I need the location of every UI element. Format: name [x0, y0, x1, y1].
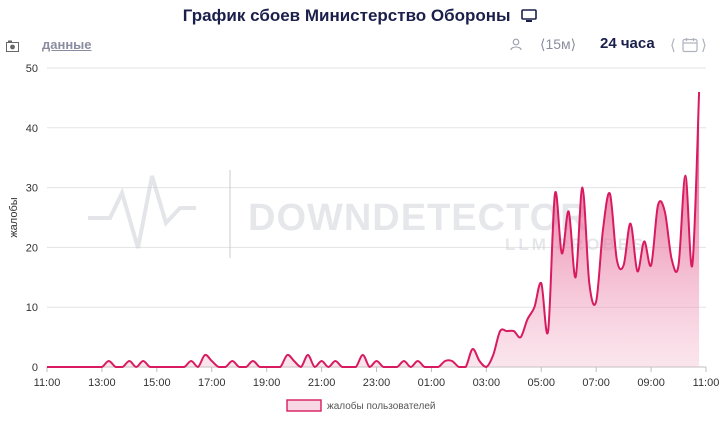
watermark-pulse-icon	[88, 175, 196, 249]
y-tick-label: 10	[26, 302, 38, 314]
x-tick-label: 03:00	[473, 377, 501, 389]
page-title: График сбоев Министерство Обороны	[182, 6, 511, 25]
user-icon[interactable]	[510, 38, 522, 56]
axes: 0 10 20 30 40 50 11:00 13:00 15:00 17:00 19:00 21:0…	[26, 63, 720, 389]
x-tick-label: 01:00	[418, 377, 446, 389]
y-tick-label: 30	[26, 183, 38, 195]
x-tick-label: 11:00	[34, 377, 61, 389]
chart-title-row: График сбоев Министерство Обороны	[0, 6, 720, 28]
calendar-icon[interactable]	[682, 37, 698, 58]
period-label: 24 часа	[600, 35, 655, 52]
series-layer	[47, 91, 701, 368]
x-tick-label: 09:00	[637, 377, 665, 389]
x-tick-label: 07:00	[582, 377, 610, 389]
watermark-brand: DOWNDETECTOR	[248, 197, 589, 239]
chevron-right-icon[interactable]: ⟩	[701, 37, 707, 54]
outage-chart: DOWNDETECTOR LLM PROBES 0 10 20 30 40 50 11:00…	[8, 63, 720, 412]
y-tick-label: 20	[26, 242, 38, 254]
x-tick-label: 13:00	[88, 377, 116, 389]
x-tick-label: 05:00	[527, 377, 555, 389]
y-tick-label: 40	[26, 123, 38, 135]
y-axis-label: жалобы	[8, 197, 20, 237]
camera-icon[interactable]	[6, 39, 19, 57]
monitor-icon[interactable]	[521, 8, 538, 28]
x-tick-label: 11:00	[693, 377, 720, 389]
chart-toolbar: данные ⟨15м⟩ 24 часа ⟨ ⟩	[0, 35, 720, 58]
data-link[interactable]: данные	[42, 37, 92, 52]
x-tick-label: 15:00	[143, 377, 171, 389]
x-tick-label: 19:00	[253, 377, 281, 389]
legend[interactable]: жалобы пользователей	[286, 399, 436, 412]
y-tick-label: 50	[26, 63, 38, 75]
y-tick-label: 0	[32, 362, 38, 374]
chevron-left-icon[interactable]: ⟨	[670, 37, 676, 54]
x-tick-label: 21:00	[308, 377, 336, 389]
interval-button[interactable]: ⟨15м⟩	[540, 36, 577, 52]
x-tick-label: 23:00	[363, 377, 391, 389]
legend-swatch	[286, 399, 322, 412]
watermark: DOWNDETECTOR LLM PROBES	[88, 170, 643, 258]
legend-label: жалобы пользователей	[327, 400, 436, 412]
series-line	[47, 91, 701, 368]
x-tick-label: 17:00	[198, 377, 226, 389]
series-area	[47, 91, 700, 368]
